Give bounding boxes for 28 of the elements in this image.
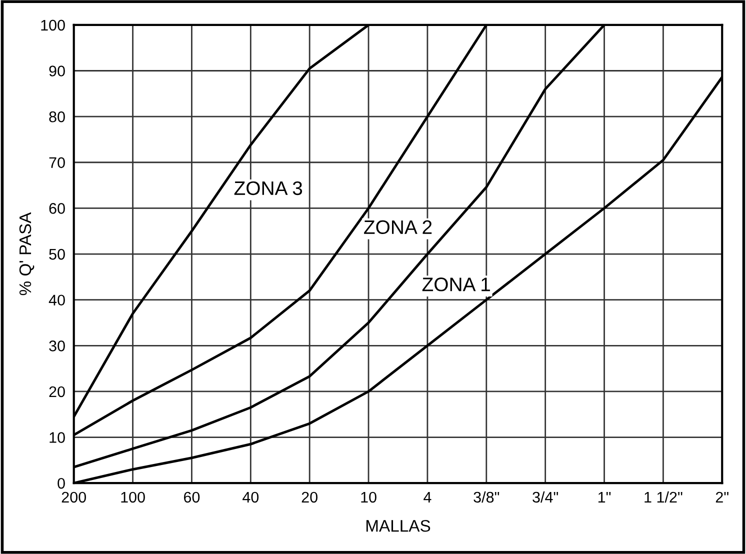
x-tick-label: 4	[424, 492, 432, 502]
y-tick-label: 80	[49, 111, 65, 122]
annotation: ZONA 2	[364, 220, 432, 234]
annotation: ZONA 3	[234, 181, 302, 196]
x-tick-label: 1"	[598, 492, 611, 502]
y-tick-label: 60	[49, 203, 65, 214]
x-tick-label: 100	[121, 492, 145, 503]
y-tick-label: 40	[48, 294, 65, 306]
y-tick-label: 20	[49, 386, 65, 398]
y-tick-label: 90	[49, 66, 65, 76]
x-tick-label: 3/4"	[532, 491, 558, 503]
y-tick-label: 50	[49, 248, 65, 260]
x-axis-title: MALLAS	[366, 520, 430, 532]
y-tick-label: 10	[50, 432, 65, 443]
y-tick-label: 0	[58, 478, 65, 489]
x-tick-label: 40	[242, 492, 259, 503]
y-tick-label: 70	[49, 157, 65, 168]
y-axis-title: % Q' PASA	[19, 212, 34, 296]
x-tick-label: 10	[361, 492, 376, 503]
x-tick-label: 60	[184, 492, 200, 503]
annotation: ZONA 1	[422, 278, 490, 292]
x-tick-label: 2"	[716, 492, 728, 502]
x-tick-label: 1 1/2"	[644, 491, 682, 503]
y-tick-label: 100	[41, 20, 65, 31]
x-tick-label: 200	[62, 492, 86, 503]
x-tick-label: 20	[302, 492, 318, 503]
x-tick-label: 3/8"	[474, 491, 500, 503]
y-tick-label: 30	[49, 340, 65, 352]
